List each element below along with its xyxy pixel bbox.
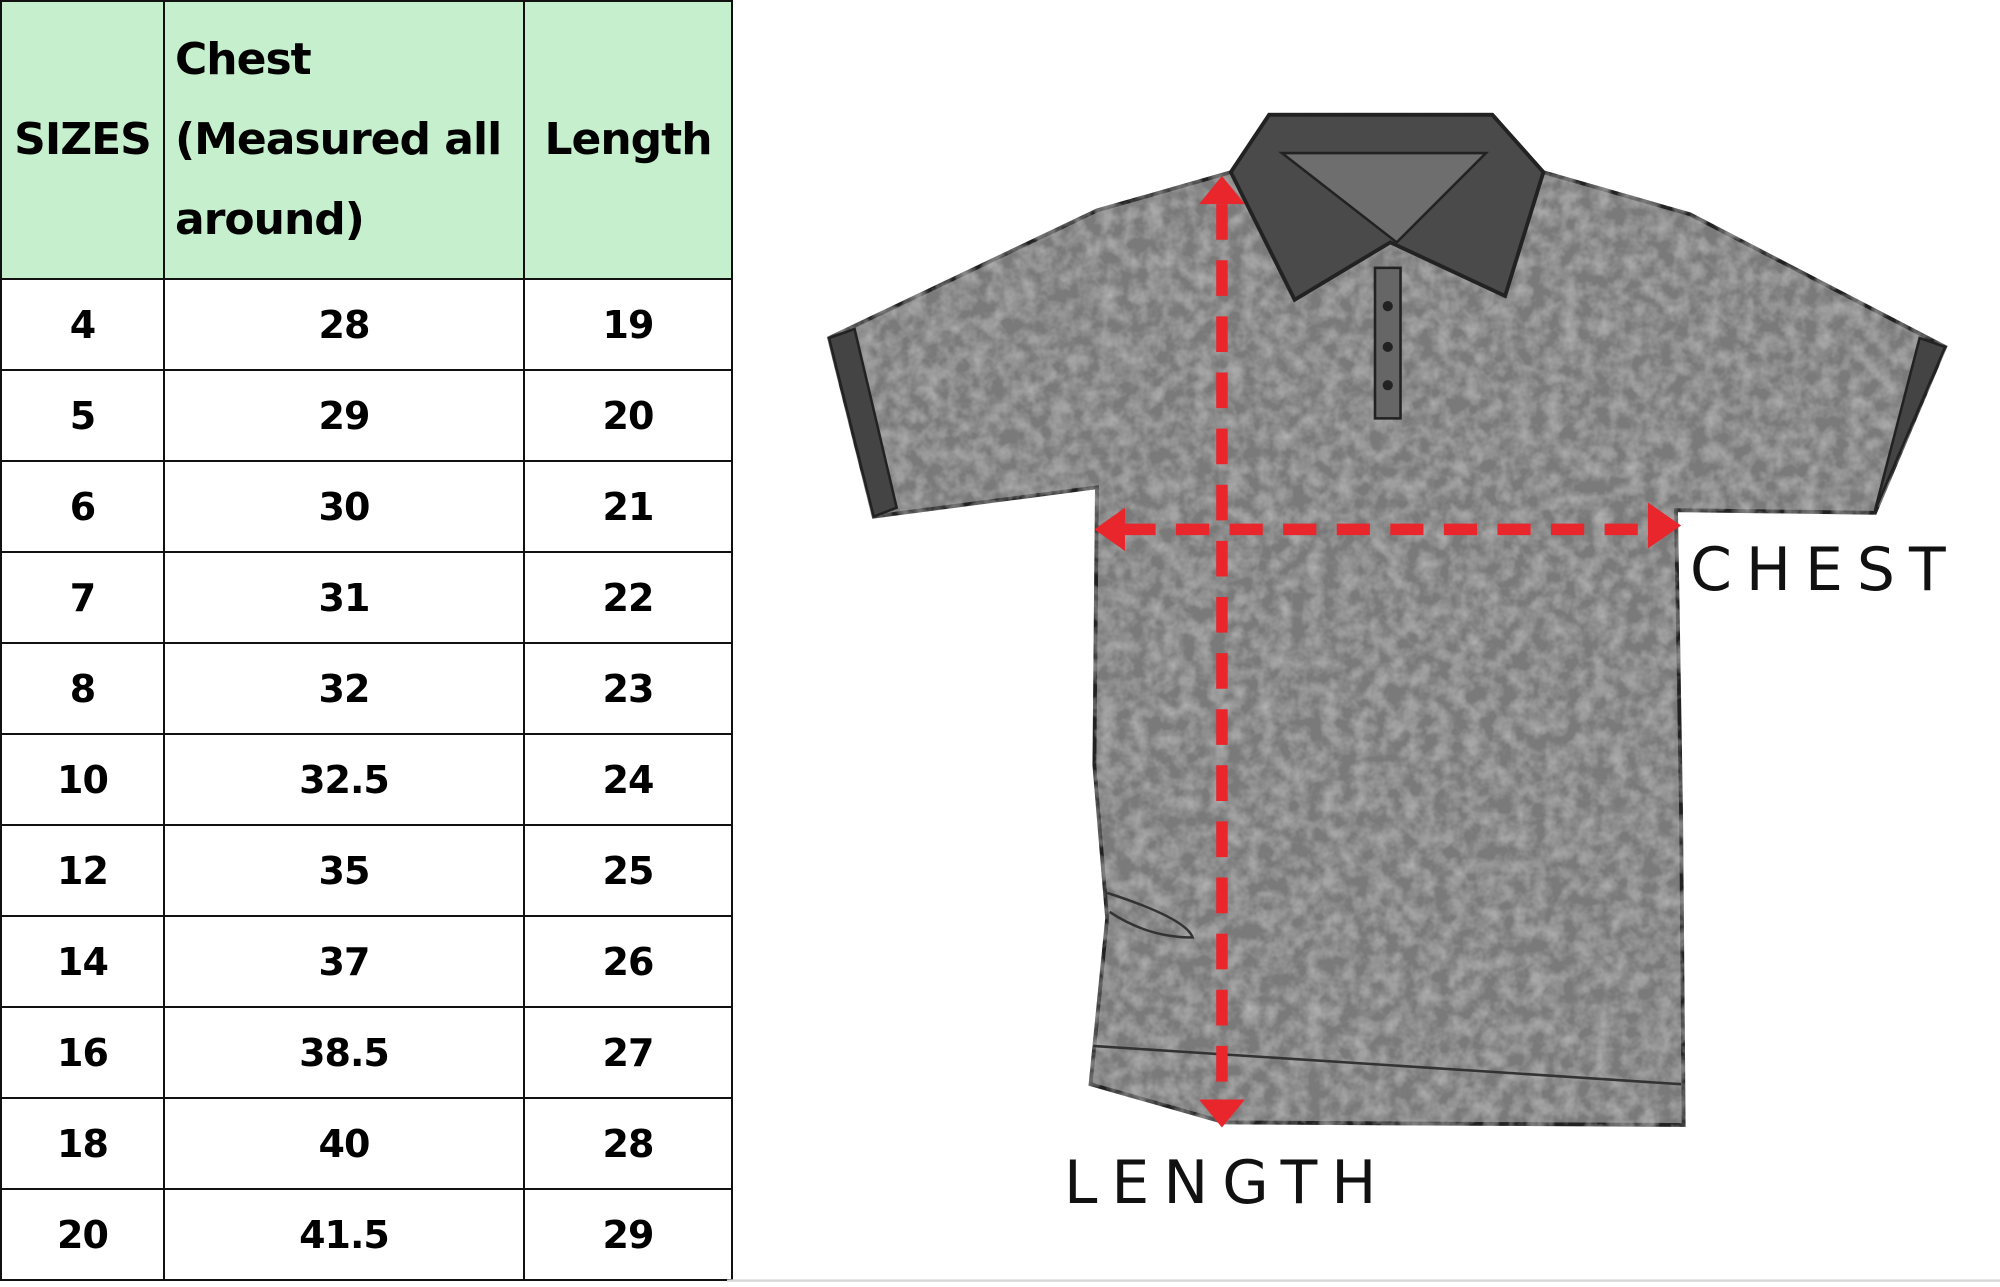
chest-cell: 28: [163, 278, 525, 371]
length-cell: 23: [523, 642, 733, 735]
length-cell: 20: [523, 369, 733, 462]
size-cell: 14: [0, 915, 165, 1008]
size-cell: 6: [0, 460, 165, 553]
length-cell: 19: [523, 278, 733, 371]
chest-cell: 30: [163, 460, 525, 553]
chest-label: CHEST: [1690, 535, 1960, 605]
chest-cell: 41.5: [163, 1188, 525, 1281]
table-row: 6 30 21: [0, 460, 733, 553]
table-row: 12 35 25: [0, 824, 733, 917]
header-chest: Chest (Measured all around): [163, 0, 525, 280]
table-row: 18 40 28: [0, 1097, 733, 1190]
chest-cell: 32.5: [163, 733, 525, 826]
chest-cell: 40: [163, 1097, 525, 1190]
chest-measure-arrow: [1094, 502, 1682, 552]
length-cell: 27: [523, 1006, 733, 1099]
table-row: 8 32 23: [0, 642, 733, 735]
size-cell: 12: [0, 824, 165, 917]
shirt-icon: [826, 112, 1948, 1127]
chest-cell: 35: [163, 824, 525, 917]
table-row: 20 41.5 29: [0, 1188, 733, 1281]
size-cell: 16: [0, 1006, 165, 1099]
length-label: LENGTH: [1064, 1148, 1391, 1218]
length-cell: 28: [523, 1097, 733, 1190]
size-cell: 4: [0, 278, 165, 371]
length-cell: 24: [523, 733, 733, 826]
table-row: 7 31 22: [0, 551, 733, 644]
chest-cell: 31: [163, 551, 525, 644]
chest-cell: 38.5: [163, 1006, 525, 1099]
table-row: 16 38.5 27: [0, 1006, 733, 1099]
chest-cell: 37: [163, 915, 525, 1008]
length-measure-arrow: [1198, 176, 1245, 1128]
size-cell: 8: [0, 642, 165, 735]
length-cell: 26: [523, 915, 733, 1008]
table-row: 4 28 19: [0, 278, 733, 371]
size-cell: 7: [0, 551, 165, 644]
chest-cell: 29: [163, 369, 525, 462]
length-cell: 21: [523, 460, 733, 553]
size-cell: 18: [0, 1097, 165, 1190]
length-cell: 25: [523, 824, 733, 917]
header-sizes: SIZES: [0, 0, 165, 280]
table-row: 10 32.5 24: [0, 733, 733, 826]
size-cell: 5: [0, 369, 165, 462]
length-cell: 29: [523, 1188, 733, 1281]
table-row: 14 37 26: [0, 915, 733, 1008]
length-cell: 22: [523, 551, 733, 644]
header-length: Length: [523, 0, 733, 280]
table-row: 5 29 20: [0, 369, 733, 462]
size-chart-table: SIZES Chest (Measured all around) Length…: [0, 0, 733, 1281]
size-cell: 20: [0, 1188, 165, 1281]
table-header-row: SIZES Chest (Measured all around) Length: [0, 0, 733, 280]
size-cell: 10: [0, 733, 165, 826]
chest-cell: 32: [163, 642, 525, 735]
